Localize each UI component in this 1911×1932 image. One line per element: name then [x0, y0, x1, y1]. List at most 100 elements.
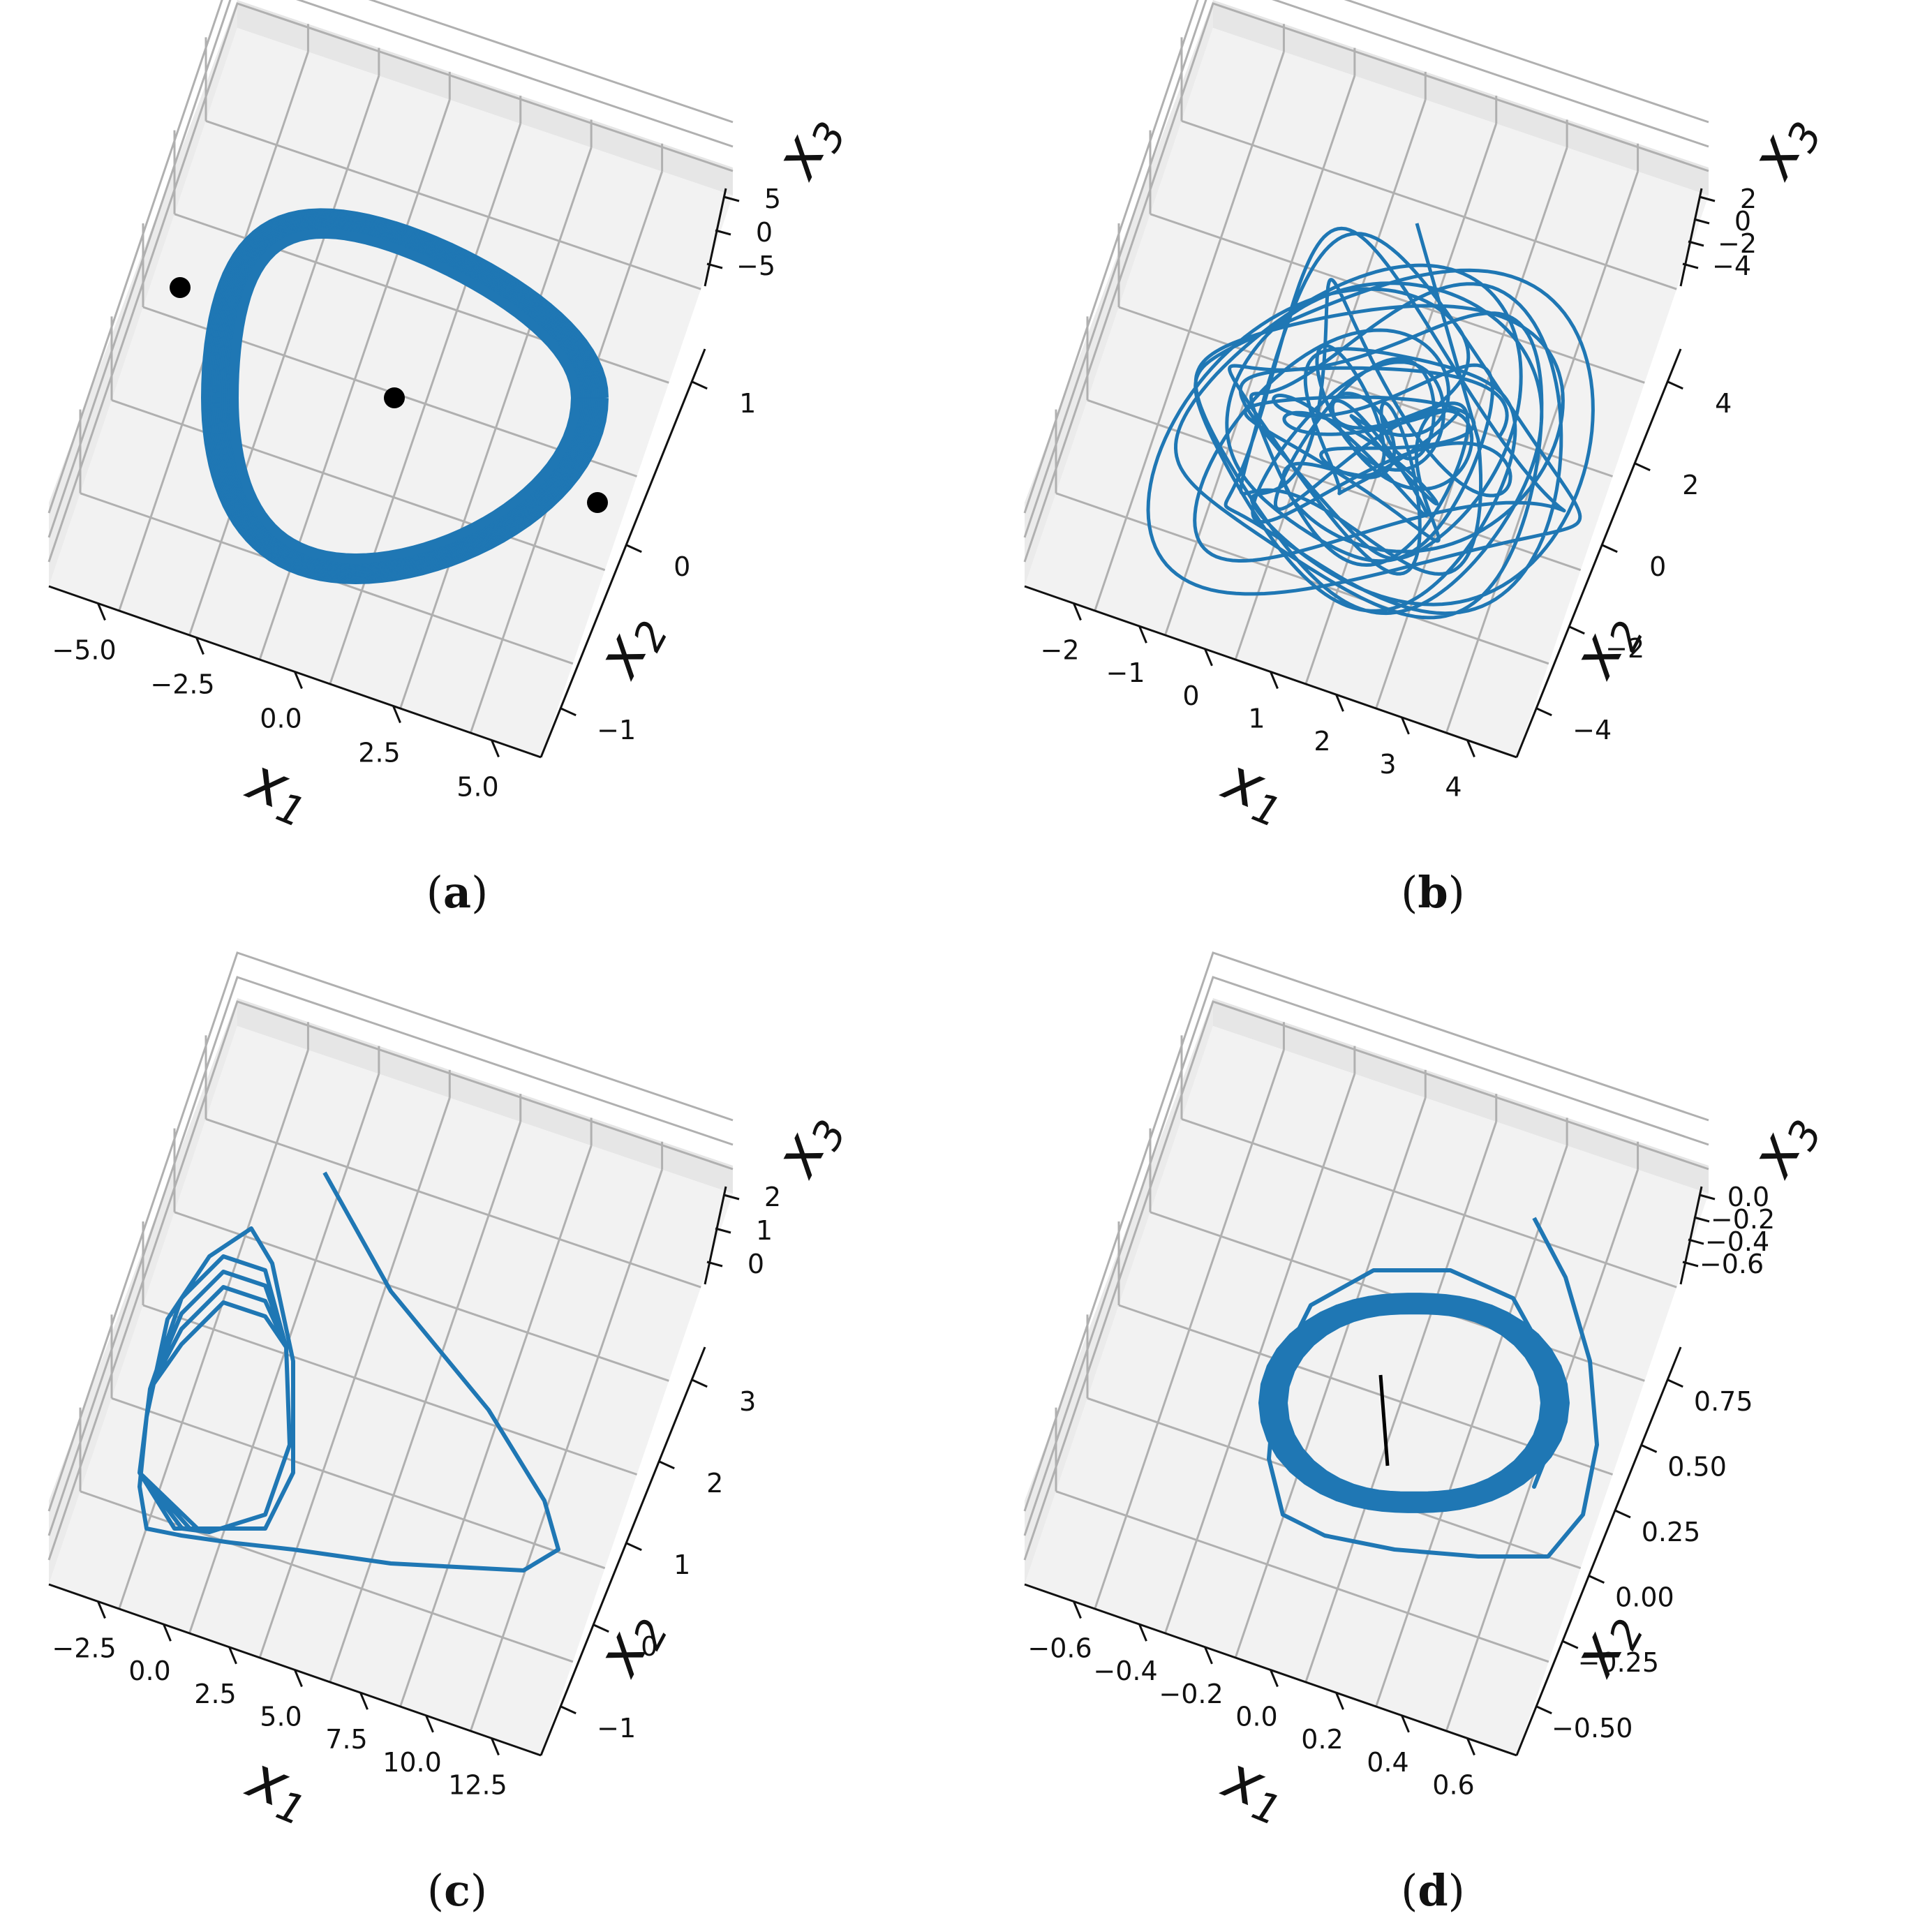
grid-line: [47, 951, 734, 1512]
grid-line: [111, 1397, 606, 1570]
x2-axis-label: x2: [582, 1598, 678, 1689]
x2-tick-label: −1: [597, 1713, 636, 1744]
x3-tick-label: −0.6: [1700, 1249, 1764, 1279]
x3-tick-label: 2: [764, 1182, 781, 1212]
x1-tick-label: −1: [1106, 657, 1145, 688]
x2-tick-mark: [1640, 1444, 1658, 1453]
x3-axis-line: [704, 188, 727, 287]
x1-tick-mark: [1401, 1715, 1410, 1733]
x2-tick-mark: [1601, 544, 1618, 553]
x3-tick-mark: [1693, 218, 1710, 225]
x3-tick-label: −5: [736, 251, 775, 281]
x1-tick-label: −0.2: [1159, 1679, 1223, 1709]
x1-tick-mark: [1270, 1669, 1279, 1688]
x1-tick-mark: [163, 1623, 172, 1642]
panel-caption-letter: c: [444, 1865, 470, 1916]
x2-tick-label: −0.50: [1552, 1713, 1633, 1744]
x1-tick-mark: [195, 637, 205, 655]
x3-axis-label: x3: [1736, 1099, 1831, 1190]
x1-tick-label: 5.0: [260, 1702, 302, 1732]
x1-tick-label: 2.5: [358, 738, 400, 768]
grid-line: [1023, 951, 1709, 1512]
x2-axis-label: x2: [1558, 600, 1653, 691]
x1-tick-mark: [1335, 1692, 1344, 1710]
grid-line: [142, 1304, 637, 1476]
x1-tick-label: 0.0: [260, 704, 302, 734]
x3-axis-label-subscript: 3: [1778, 1113, 1831, 1158]
x1-tick-label: −2.5: [52, 1633, 116, 1664]
x1-tick-label: 0.0: [128, 1656, 170, 1686]
x1-tick-mark: [359, 1692, 369, 1710]
x3-tick-mark: [715, 1227, 731, 1234]
x2-axis-line: [1515, 1346, 1682, 1756]
x2-tick-mark: [1588, 1575, 1605, 1584]
x2-tick-label: 1: [674, 1550, 690, 1580]
x2-axis-label: x2: [582, 600, 678, 691]
x3-axis-label: x3: [760, 101, 856, 192]
grid-line: [1023, 976, 1709, 1536]
x2-tick-mark: [625, 544, 642, 553]
x1-tick-label: 0.4: [1367, 1747, 1408, 1778]
center-segment: [1378, 1374, 1390, 1466]
panel-caption: (b): [1401, 867, 1465, 918]
trajectory-line: [1258, 1217, 1599, 1559]
x3-tick-label: −4: [1712, 251, 1751, 281]
trajectory-line: [1146, 223, 1595, 620]
x2-tick-label: 4: [1715, 388, 1732, 419]
x1-tick-mark: [1204, 648, 1213, 667]
x2-tick-label: −4: [1572, 715, 1612, 745]
x3-tick-label: −0.2: [1711, 1204, 1775, 1235]
x2-tick-label: 0.50: [1667, 1451, 1727, 1482]
x1-tick-mark: [1073, 602, 1082, 621]
back-wall-pane: [1213, 998, 1709, 1194]
grid-line: [47, 1000, 734, 1561]
grid-line: [47, 2, 734, 563]
grid-line: [1055, 492, 1549, 665]
x1-tick-mark: [491, 1737, 500, 1756]
grid-line: [205, 1117, 701, 1288]
x2-tick-label: −0.25: [1578, 1647, 1659, 1678]
panel-d: −0.6−0.4−0.20.00.20.40.6−0.50−0.250.000.…: [1023, 951, 1831, 1916]
x2-tick-label: 0.00: [1615, 1582, 1674, 1613]
grid-line: [47, 0, 734, 514]
equilibrium-point: [384, 387, 405, 408]
x3-tick-mark: [1688, 1238, 1704, 1245]
x3-axis-line: [1679, 188, 1703, 287]
x1-axis-label: x1: [235, 744, 322, 837]
x1-tick-mark: [1073, 1600, 1082, 1619]
x1-tick-label: 10.0: [382, 1747, 442, 1778]
panel-c: −2.50.02.55.07.510.012.5−10123210x1x2x3(…: [47, 951, 856, 1916]
x1-tick-label: 12.5: [448, 1770, 507, 1801]
panel-caption-letter: a: [443, 867, 471, 918]
x3-axis-label-subscript: 3: [802, 1113, 856, 1158]
x1-tick-label: 0.6: [1432, 1770, 1474, 1801]
attractor-band: [229, 228, 581, 563]
x1-tick-mark: [294, 1669, 303, 1688]
x3-tick-mark: [1682, 262, 1699, 269]
x2-tick-label: 2: [706, 1468, 723, 1499]
panel-caption-letter: d: [1418, 1865, 1448, 1916]
x3-axis-label: x3: [760, 1099, 856, 1190]
x1-axis-label-subscript: 1: [1246, 783, 1288, 837]
x2-tick-label: 0.75: [1694, 1386, 1753, 1417]
x1-tick-label: 5.0: [456, 772, 498, 803]
tick-labels: −0.6−0.4−0.20.00.20.40.6−0.50−0.250.000.…: [1027, 1182, 1775, 1801]
x3-tick-mark: [706, 262, 723, 269]
x1-axis-label: x1: [1211, 1742, 1297, 1835]
x3-tick-label: 1: [756, 1215, 773, 1246]
x1-tick-label: 0.0: [1235, 1702, 1277, 1732]
x2-axis-line: [540, 348, 706, 758]
x2-tick-mark: [560, 707, 577, 717]
x2-tick-label: 0: [641, 1631, 657, 1662]
x2-tick-label: 3: [739, 1386, 756, 1417]
x1-tick-mark: [97, 1600, 106, 1619]
x3-tick-label: 0: [1734, 206, 1751, 237]
x3-tick-label: 0: [756, 217, 773, 248]
back-wall-pane: [237, 0, 733, 195]
grid-line: [47, 0, 734, 538]
x1-tick-mark: [294, 671, 303, 690]
